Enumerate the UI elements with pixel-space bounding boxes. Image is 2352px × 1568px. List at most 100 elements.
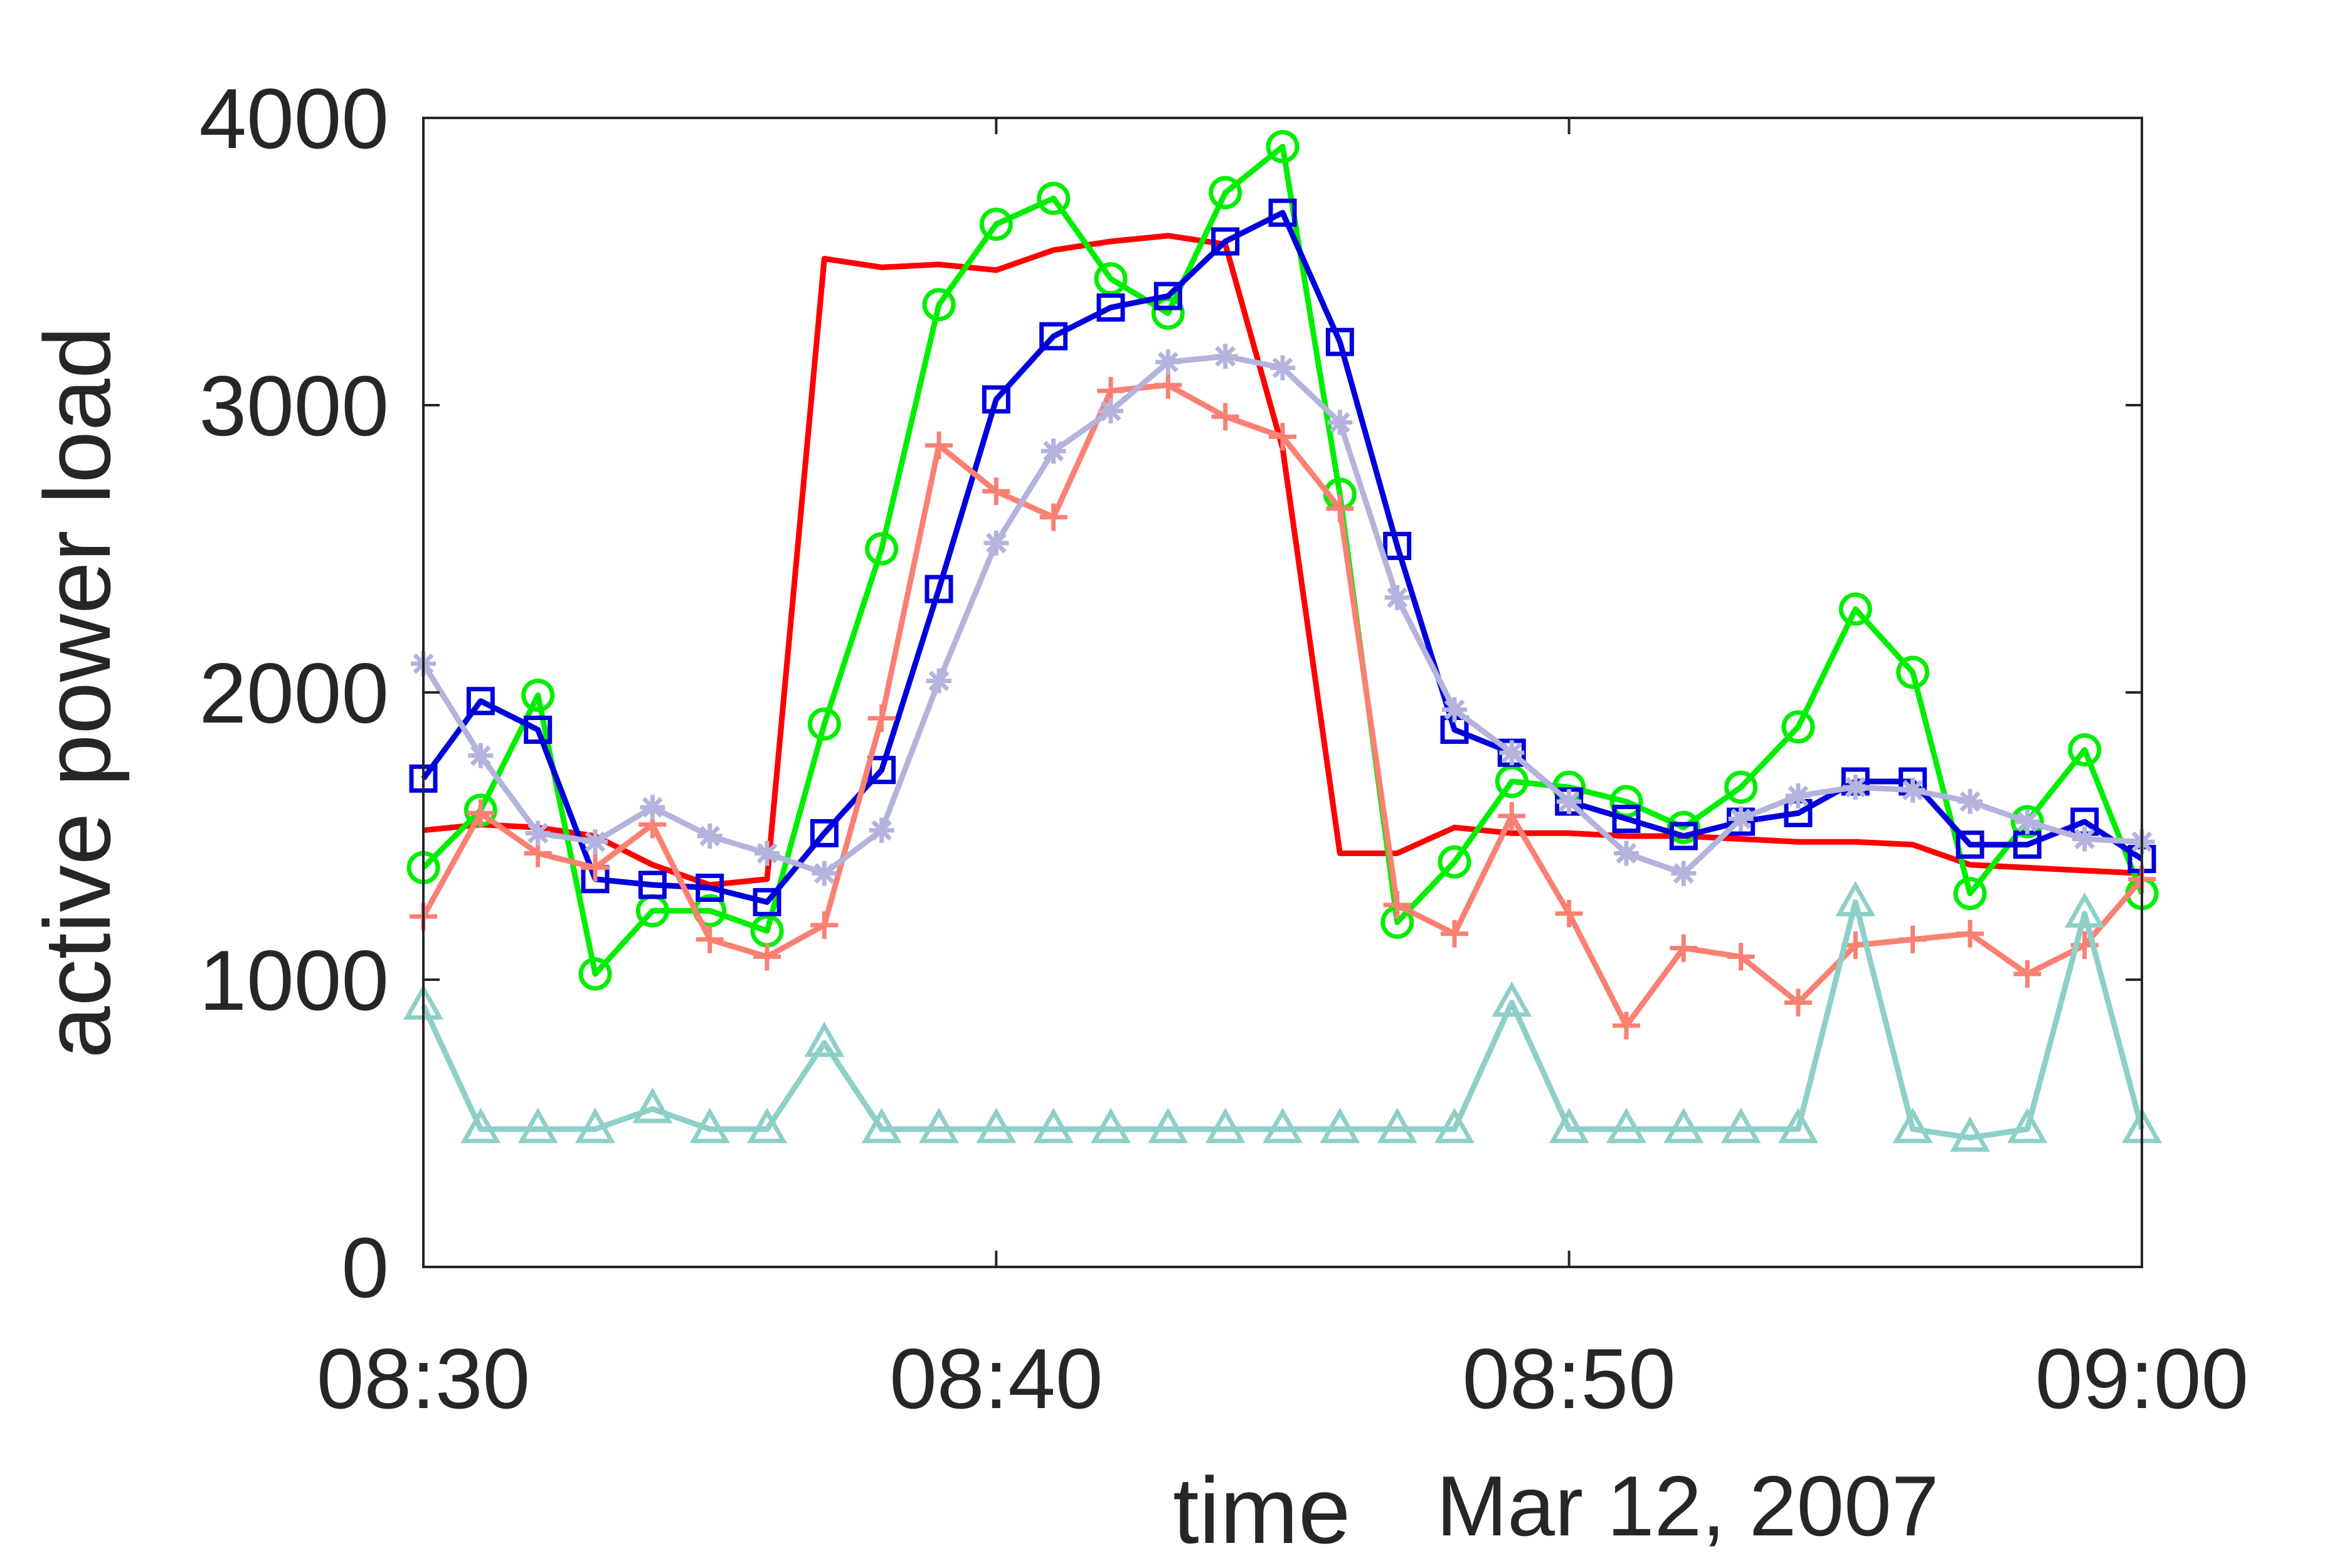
series-5-point <box>2015 809 2040 835</box>
series-3-point <box>1268 198 1297 227</box>
series-6-point <box>689 1108 730 1143</box>
series-2-point <box>979 207 1013 241</box>
series-6 <box>403 881 2162 1152</box>
series-3-point <box>696 873 724 902</box>
series-6-point <box>2007 1108 2048 1143</box>
series-5-point <box>1041 438 1066 464</box>
series-3-point <box>466 687 495 716</box>
series-4-point <box>1269 423 1296 451</box>
series-4-point <box>2013 960 2042 988</box>
series-5-point <box>468 743 494 768</box>
series-3-point <box>982 385 1010 414</box>
series-2-point <box>1953 877 1987 911</box>
series-5-point <box>1098 398 1123 424</box>
y-tick-label: 4000 <box>199 71 389 166</box>
series-2-point <box>1724 770 1758 804</box>
series-5-point <box>1671 861 1697 886</box>
x-tick-label: 08:30 <box>317 1331 530 1426</box>
series-2-point <box>922 288 956 322</box>
series-2-point <box>2010 805 2044 839</box>
series-3-point <box>1096 293 1125 322</box>
series-4-point <box>581 854 609 882</box>
series-5-point <box>812 861 837 886</box>
series-4-point <box>1670 934 1698 962</box>
series-6-point <box>1778 1108 1818 1143</box>
series-2-point <box>1781 710 1815 744</box>
series-3-point <box>1383 531 1412 560</box>
series-5-point <box>1900 777 1926 803</box>
series-6-point <box>1950 1116 1990 1152</box>
series-4-point <box>1383 891 1411 919</box>
series-2-point <box>1094 262 1128 295</box>
series-5-point <box>869 817 894 843</box>
series-6-point <box>919 1108 959 1143</box>
series-4-point <box>1727 943 1755 971</box>
series-4-point <box>753 943 781 971</box>
series-6-point <box>1663 1108 1704 1143</box>
series-5-point <box>1728 806 1754 832</box>
series-5-point <box>983 530 1009 556</box>
series-4-point <box>1784 988 1812 1017</box>
series-3-point <box>753 887 781 916</box>
series-6-point <box>1434 1108 1475 1143</box>
y-axis-label: active power load <box>24 326 130 1058</box>
series-4-point <box>1441 919 1468 948</box>
series-6-point <box>747 1108 787 1143</box>
y-tick-label: 0 <box>341 1220 389 1315</box>
series-3-point <box>1612 805 1641 834</box>
x-axis-label: time <box>1173 1458 1350 1563</box>
series-4-point <box>1613 1012 1640 1040</box>
series-6-point <box>1033 1108 1074 1143</box>
series-5-point <box>1499 740 1525 766</box>
series-6-point <box>632 1087 673 1123</box>
series-5-point <box>640 795 665 820</box>
x-tick-label: 08:40 <box>889 1331 1103 1426</box>
series-2-point <box>1266 130 1300 164</box>
series-5-point <box>755 840 780 866</box>
y-tick-label: 2000 <box>199 645 389 741</box>
series-3-point <box>1039 322 1068 351</box>
series-3-point <box>1211 227 1240 256</box>
series-2-point <box>521 679 555 712</box>
series-4-point <box>1899 925 1927 953</box>
series-4-point <box>467 799 495 827</box>
series-5-point <box>1327 410 1353 435</box>
series-6-point <box>1205 1108 1246 1143</box>
series-4-point <box>982 477 1010 506</box>
series-4-point <box>1154 371 1182 399</box>
series-6-point <box>1491 981 1532 1017</box>
series-6-point <box>976 1108 1017 1143</box>
series-4-point <box>1039 503 1067 531</box>
series-3-point <box>524 716 553 744</box>
series-6-point <box>1320 1108 1360 1143</box>
series-6-point <box>575 1108 615 1143</box>
series-3-point <box>1956 830 1984 859</box>
series-4-point <box>925 432 953 460</box>
x-tick-label: 09:00 <box>2035 1331 2249 1426</box>
series-5-point <box>1843 775 1868 800</box>
series-6-point <box>1091 1108 1131 1143</box>
series-5-point <box>525 820 551 846</box>
series-3-point <box>1153 282 1182 310</box>
series-2-point <box>1666 810 1700 844</box>
series-4-point <box>1211 403 1239 431</box>
series-6-point <box>1835 881 1876 916</box>
y-tick-label: 1000 <box>199 933 389 1028</box>
series-5-point <box>1442 697 1467 723</box>
series-6-point <box>1892 1108 1933 1143</box>
series-5-point <box>1270 355 1295 381</box>
series-6-point <box>1720 1108 1761 1143</box>
series-5-point <box>2072 826 2097 852</box>
series-3-point <box>810 818 839 847</box>
series-4-point <box>867 704 896 733</box>
series-6-point <box>1606 1108 1646 1143</box>
series-4-point <box>1555 899 1583 928</box>
series-6-line <box>420 899 2145 1141</box>
series-6-point <box>1148 1108 1189 1143</box>
series-2-line <box>421 144 2145 977</box>
series-2-point <box>1838 592 1872 626</box>
series-5-point <box>926 668 951 694</box>
series-5-point <box>1556 789 1582 815</box>
series-3-point <box>1669 822 1698 850</box>
